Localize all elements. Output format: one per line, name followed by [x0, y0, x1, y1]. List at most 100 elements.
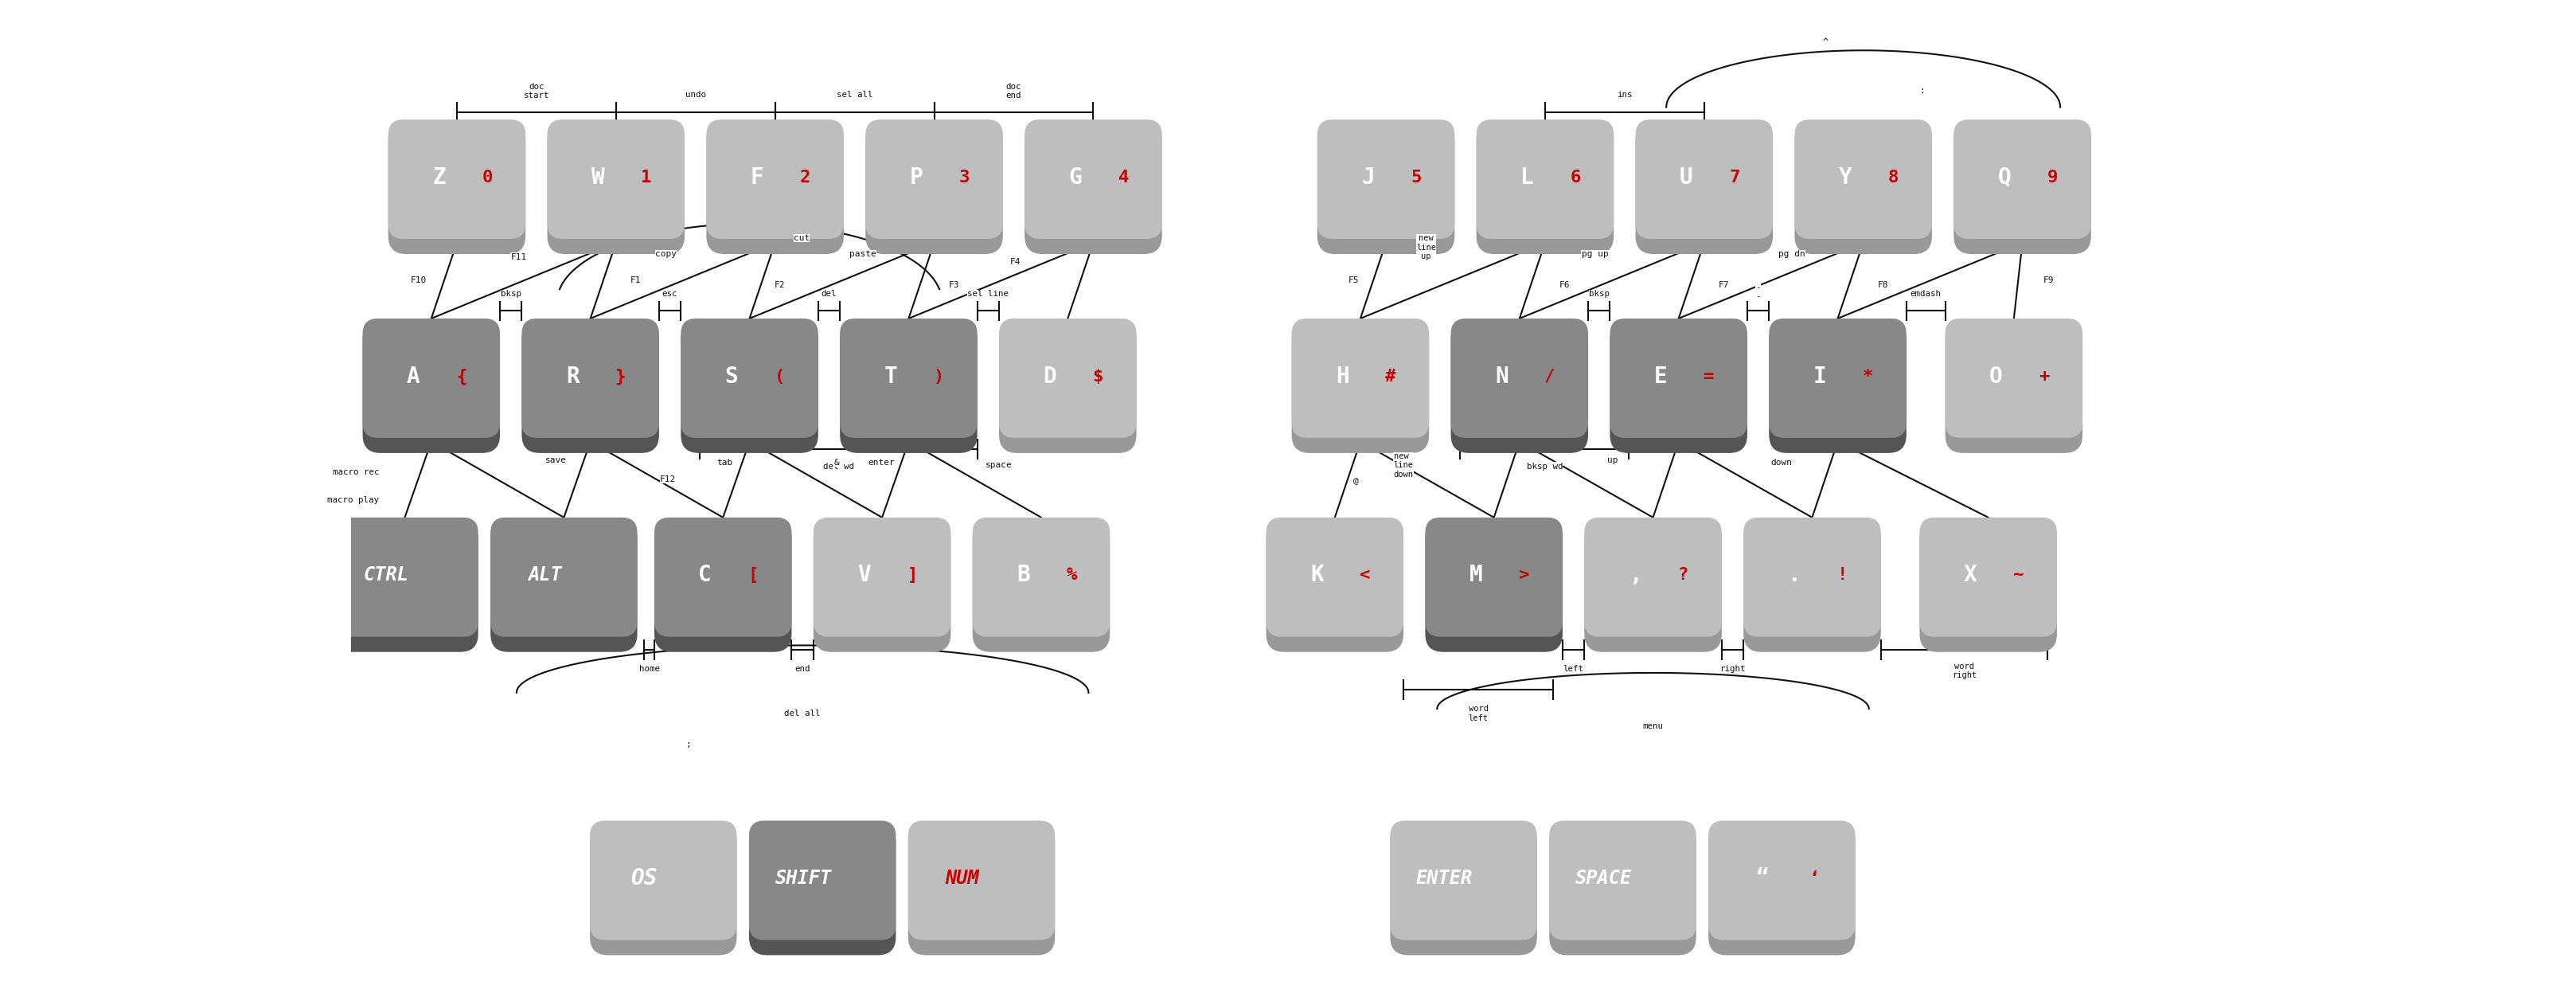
FancyBboxPatch shape: [1391, 824, 1535, 955]
FancyBboxPatch shape: [814, 520, 951, 652]
Text: X: X: [1963, 564, 1976, 586]
Text: U: U: [1680, 166, 1692, 188]
FancyBboxPatch shape: [1636, 123, 1772, 254]
Text: pg up: pg up: [1582, 250, 1607, 258]
FancyBboxPatch shape: [1744, 517, 1880, 637]
Text: }: }: [616, 368, 626, 385]
FancyBboxPatch shape: [1425, 517, 1561, 637]
Text: V: V: [858, 564, 871, 586]
Text: macro rec: macro rec: [332, 468, 379, 476]
Text: ^: ^: [1821, 38, 1826, 48]
Text: OS: OS: [631, 867, 657, 889]
Text: word
left: word left: [1468, 705, 1489, 722]
Text: F: F: [750, 166, 762, 188]
Text: doc
end: doc end: [1005, 83, 1020, 100]
Text: ins: ins: [1615, 91, 1631, 99]
FancyBboxPatch shape: [680, 321, 819, 453]
Text: E: E: [1654, 365, 1667, 388]
Text: N: N: [1494, 365, 1507, 388]
Text: del wd: del wd: [822, 463, 853, 471]
Text: F5: F5: [1347, 276, 1360, 284]
Text: up: up: [1607, 457, 1618, 465]
FancyBboxPatch shape: [1476, 123, 1613, 254]
Text: F9: F9: [2043, 276, 2053, 284]
FancyBboxPatch shape: [1793, 120, 1932, 239]
Text: T: T: [884, 365, 896, 388]
FancyBboxPatch shape: [1316, 123, 1455, 254]
Text: F6: F6: [1558, 281, 1569, 289]
Text: *: *: [1862, 368, 1873, 384]
Text: “: “: [1754, 867, 1770, 889]
Text: Y: Y: [1839, 166, 1852, 188]
FancyBboxPatch shape: [520, 321, 659, 453]
Text: K: K: [1309, 564, 1324, 586]
FancyBboxPatch shape: [1025, 123, 1162, 254]
Text: F2: F2: [773, 281, 786, 289]
Text: F7: F7: [1718, 281, 1728, 289]
Text: Z: Z: [433, 166, 446, 188]
Text: R: R: [567, 365, 580, 388]
Text: copy: copy: [654, 250, 677, 258]
Text: /: /: [1543, 368, 1553, 384]
FancyBboxPatch shape: [520, 318, 659, 438]
FancyBboxPatch shape: [590, 824, 737, 955]
Text: new
line
up: new line up: [1417, 234, 1435, 260]
Text: L: L: [1520, 166, 1533, 188]
Text: F3: F3: [948, 281, 958, 289]
Text: 6: 6: [1569, 169, 1579, 185]
FancyBboxPatch shape: [1316, 120, 1455, 239]
Text: [: [: [747, 567, 757, 583]
Text: space: space: [984, 462, 1012, 470]
Text: cut: cut: [793, 234, 809, 242]
Text: doc
start: doc start: [523, 83, 549, 100]
Text: @: @: [1352, 478, 1358, 486]
Text: ;: ;: [685, 741, 690, 749]
FancyBboxPatch shape: [1450, 321, 1587, 453]
Text: save: save: [546, 457, 567, 465]
Text: ALT: ALT: [528, 565, 562, 585]
Text: F12: F12: [659, 476, 675, 484]
Text: S: S: [724, 365, 739, 388]
Text: right: right: [1718, 665, 1744, 673]
FancyBboxPatch shape: [840, 321, 976, 453]
FancyBboxPatch shape: [1945, 318, 2081, 438]
Text: F10: F10: [410, 276, 428, 284]
Text: ): ): [933, 368, 943, 384]
Text: $: $: [1092, 368, 1103, 384]
FancyBboxPatch shape: [590, 821, 737, 940]
FancyBboxPatch shape: [1584, 520, 1721, 652]
Text: home: home: [639, 665, 659, 673]
FancyBboxPatch shape: [546, 123, 685, 254]
Text: =: =: [1703, 368, 1713, 384]
Text: M: M: [1468, 564, 1481, 586]
Text: :: :: [1919, 87, 1924, 95]
Text: 7: 7: [1728, 169, 1739, 185]
FancyBboxPatch shape: [999, 318, 1136, 438]
FancyBboxPatch shape: [1636, 120, 1772, 239]
Text: ,: ,: [1628, 564, 1641, 586]
FancyBboxPatch shape: [1610, 318, 1747, 438]
Text: J: J: [1360, 166, 1376, 188]
FancyBboxPatch shape: [1265, 520, 1404, 652]
Text: ENTER: ENTER: [1417, 868, 1473, 888]
Text: O: O: [1989, 365, 2002, 388]
FancyBboxPatch shape: [1770, 321, 1906, 453]
FancyBboxPatch shape: [1770, 318, 1906, 438]
Text: 4: 4: [1118, 169, 1128, 185]
FancyBboxPatch shape: [546, 120, 685, 239]
FancyBboxPatch shape: [1610, 321, 1747, 453]
Text: del: del: [822, 290, 837, 298]
Text: NUM: NUM: [945, 868, 979, 888]
Text: esc: esc: [662, 290, 677, 298]
Text: ‘: ‘: [1808, 870, 1819, 886]
Text: SPACE: SPACE: [1574, 868, 1631, 888]
Text: +: +: [2038, 368, 2048, 384]
Text: sel all: sel all: [837, 91, 873, 99]
Text: CTRL: CTRL: [363, 565, 407, 585]
FancyBboxPatch shape: [1708, 824, 1855, 955]
FancyBboxPatch shape: [866, 120, 1002, 239]
FancyBboxPatch shape: [1548, 821, 1695, 940]
Text: 0: 0: [482, 169, 492, 185]
Text: 2: 2: [799, 169, 811, 185]
Text: A: A: [407, 365, 420, 388]
